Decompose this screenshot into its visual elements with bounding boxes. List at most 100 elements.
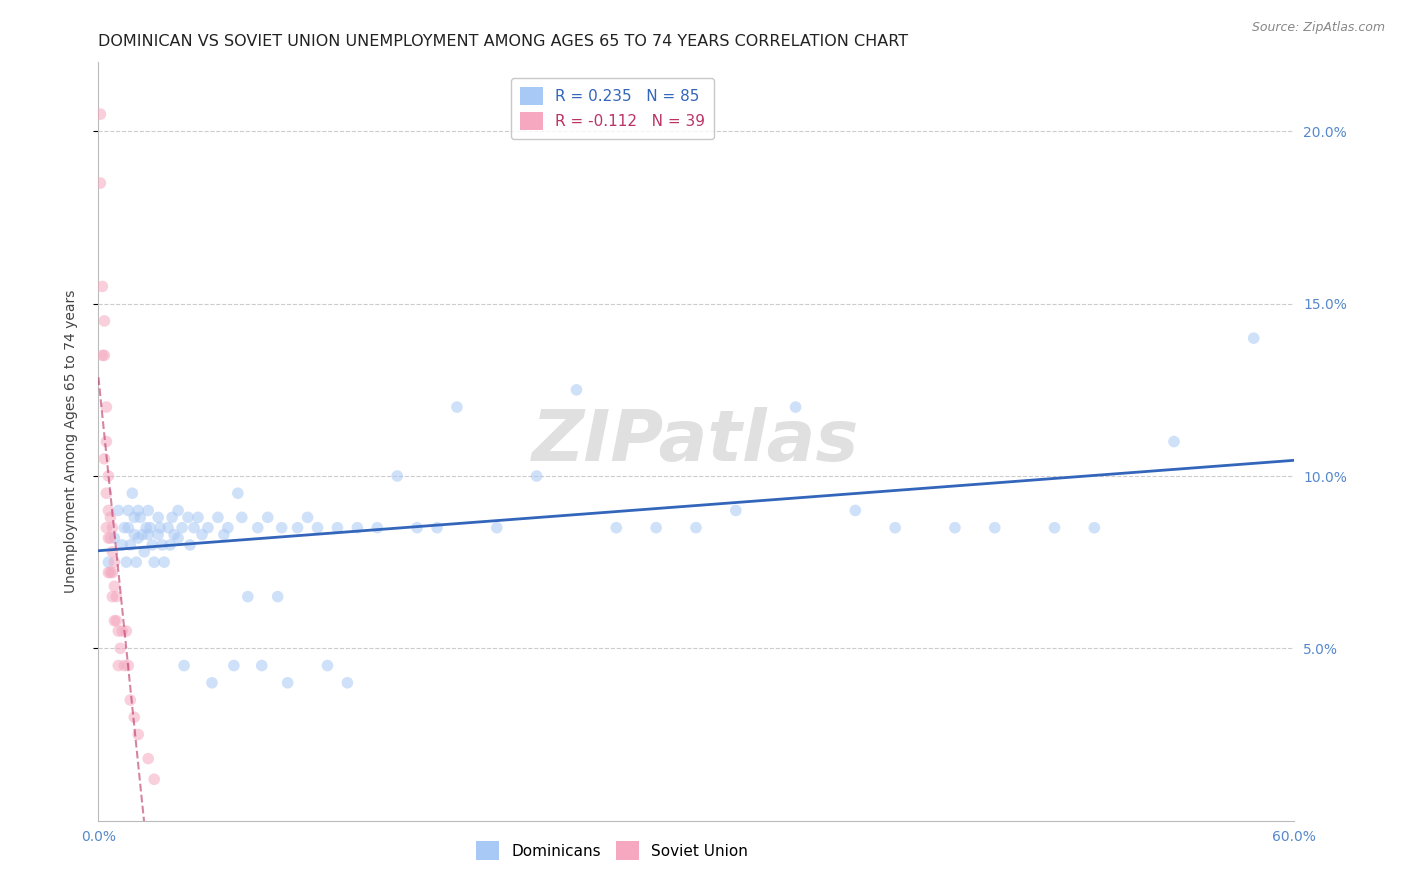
Point [97,531,120,545]
Point [785,400,807,414]
Point [105,614,128,628]
Point [1243,331,1265,345]
Point [96,521,118,535]
Point [115,624,138,639]
Point [346,521,368,535]
Point [129,510,152,524]
Legend: Dominicans, Soviet Union: Dominicans, Soviet Union [470,835,755,866]
Point [149,521,172,535]
Point [167,503,190,517]
Point [336,675,359,690]
Point [1163,434,1185,449]
Point [307,521,329,535]
Point [117,521,139,535]
Point [1083,521,1105,535]
Point [217,521,239,535]
Point [724,503,747,517]
Point [103,579,125,593]
Point [107,658,129,673]
Point [605,521,627,535]
Point [685,521,707,535]
Point [120,693,142,707]
Point [231,510,253,524]
Point [179,538,201,552]
Point [267,590,290,604]
Point [127,727,149,741]
Point [197,521,219,535]
Point [139,521,162,535]
Point [160,510,183,524]
Point [124,710,146,724]
Point [163,527,186,541]
Point [125,555,148,569]
Point [183,521,205,535]
Point [89,176,111,190]
Point [153,555,176,569]
Point [93,451,115,466]
Point [167,531,190,545]
Point [143,772,166,787]
Point [103,555,125,569]
Point [212,527,235,541]
Point [96,486,118,500]
Point [177,510,200,524]
Point [101,521,124,535]
Point [406,521,429,535]
Point [287,521,309,535]
Point [97,469,120,483]
Y-axis label: Unemployment Among Ages 65 to 74 years: Unemployment Among Ages 65 to 74 years [63,290,77,593]
Point [141,538,163,552]
Point [101,566,124,580]
Point [112,521,135,535]
Point [127,531,149,545]
Point [93,348,115,362]
Point [91,348,114,362]
Point [107,503,129,517]
Point [98,566,122,580]
Point [134,545,156,559]
Point [103,531,125,545]
Point [157,521,180,535]
Point [111,624,134,639]
Point [98,531,122,545]
Point [385,469,409,483]
Point [103,614,125,628]
Point [115,555,138,569]
Point [121,486,143,500]
Point [127,503,149,517]
Point [426,521,449,535]
Point [98,510,122,524]
Point [270,521,292,535]
Point [97,503,120,517]
Point [201,675,224,690]
Point [246,521,269,535]
Point [172,521,194,535]
Point [101,545,124,559]
Point [250,658,273,673]
Point [101,590,124,604]
Point [485,521,508,535]
Point [297,510,319,524]
Point [143,555,166,569]
Point [984,521,1007,535]
Text: Source: ZipAtlas.com: Source: ZipAtlas.com [1251,21,1385,34]
Point [446,400,468,414]
Point [1043,521,1066,535]
Point [150,538,173,552]
Point [256,510,278,524]
Point [91,279,114,293]
Point [565,383,588,397]
Point [112,658,135,673]
Point [277,675,299,690]
Point [136,527,159,541]
Point [173,658,195,673]
Point [366,521,388,535]
Point [207,510,229,524]
Point [226,486,249,500]
Point [131,527,153,541]
Text: DOMINICAN VS SOVIET UNION UNEMPLOYMENT AMONG AGES 65 TO 74 YEARS CORRELATION CHA: DOMINICAN VS SOVIET UNION UNEMPLOYMENT A… [98,34,908,49]
Point [148,527,170,541]
Point [236,590,259,604]
Point [117,503,139,517]
Point [105,590,128,604]
